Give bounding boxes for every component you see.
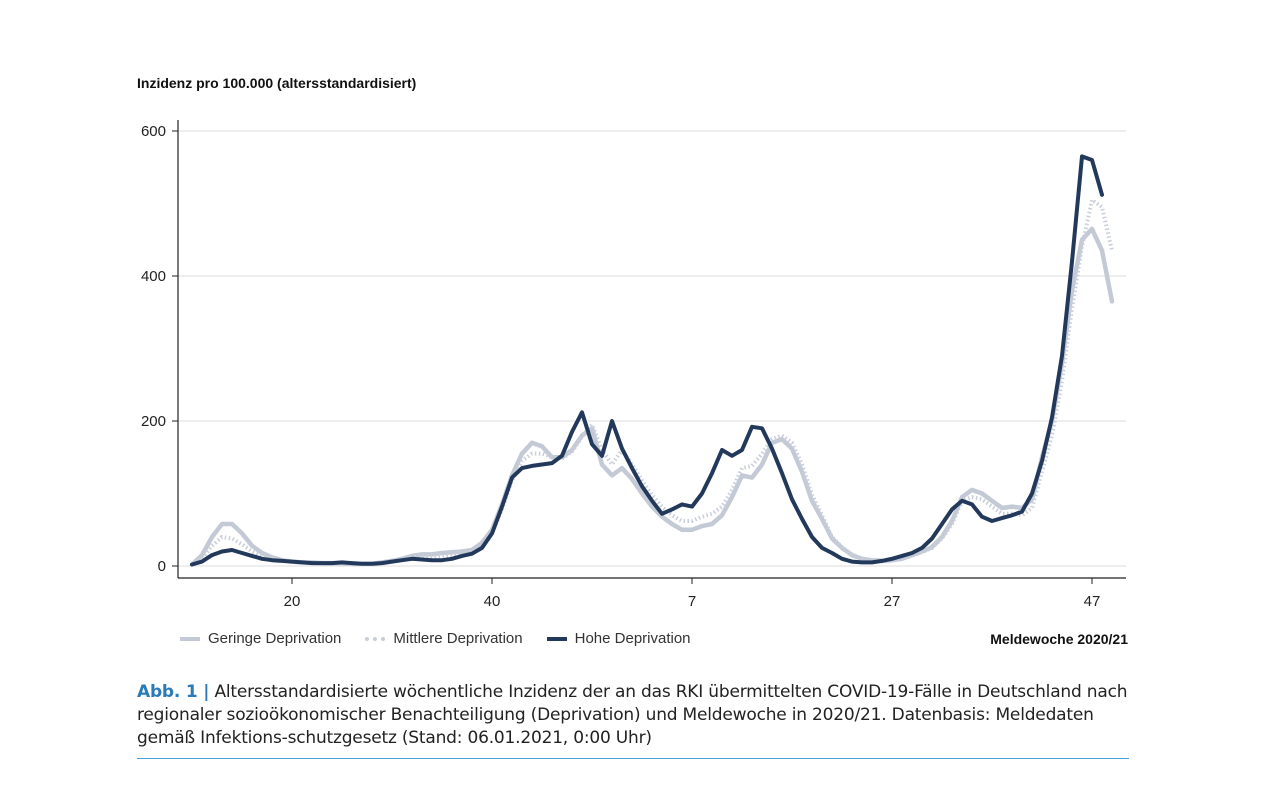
legend-label-hohe: Hohe Deprivation xyxy=(574,630,691,647)
series-line-hohe xyxy=(190,154,1104,567)
axes xyxy=(177,120,1126,579)
y-axis-title: Inzidenz pro 100.000 (altersstandardisie… xyxy=(137,75,417,91)
y-tick-label: 200 xyxy=(141,413,166,430)
ticks: 0 200 400 600 20 40 7 27 47 xyxy=(141,123,1100,610)
legend-swatch-hohe xyxy=(546,636,567,641)
x-tick-label: 7 xyxy=(688,593,696,610)
legend-swatch-mittlere xyxy=(365,636,386,641)
y-tick-label: 600 xyxy=(141,123,166,140)
y-tick-label: 0 xyxy=(158,558,166,575)
x-tick-label: 40 xyxy=(484,593,501,610)
x-tick-label: 27 xyxy=(884,593,901,610)
series-lines xyxy=(189,154,1115,567)
series-line-geringe xyxy=(189,226,1115,567)
caption-text: Altersstandardisierte wöchentliche Inzid… xyxy=(137,682,1128,748)
legend-swatch-geringe xyxy=(180,636,200,641)
x-tick-label: 20 xyxy=(284,593,301,610)
figure-caption: Abb. 1 | Altersstandardisierte wöchentli… xyxy=(137,681,1137,750)
caption-rule xyxy=(137,758,1129,759)
legend-label-geringe: Geringe Deprivation xyxy=(208,630,342,647)
caption-label: Abb. 1 | xyxy=(137,682,210,702)
x-axis-title: Meldewoche 2020/21 xyxy=(990,631,1128,647)
legend-item-mittlere: Mittlere Deprivation xyxy=(365,630,523,647)
y-tick-label: 400 xyxy=(141,268,166,285)
series-line-mittlere xyxy=(191,197,1114,567)
grid xyxy=(178,130,1126,567)
legend-label-mittlere: Mittlere Deprivation xyxy=(393,630,523,647)
legend-item-hohe: Hohe Deprivation xyxy=(546,630,691,647)
legend: Geringe Deprivation Mittlere Deprivation… xyxy=(180,630,715,647)
legend-item-geringe: Geringe Deprivation xyxy=(180,630,341,647)
x-tick-label: 47 xyxy=(1084,593,1101,610)
